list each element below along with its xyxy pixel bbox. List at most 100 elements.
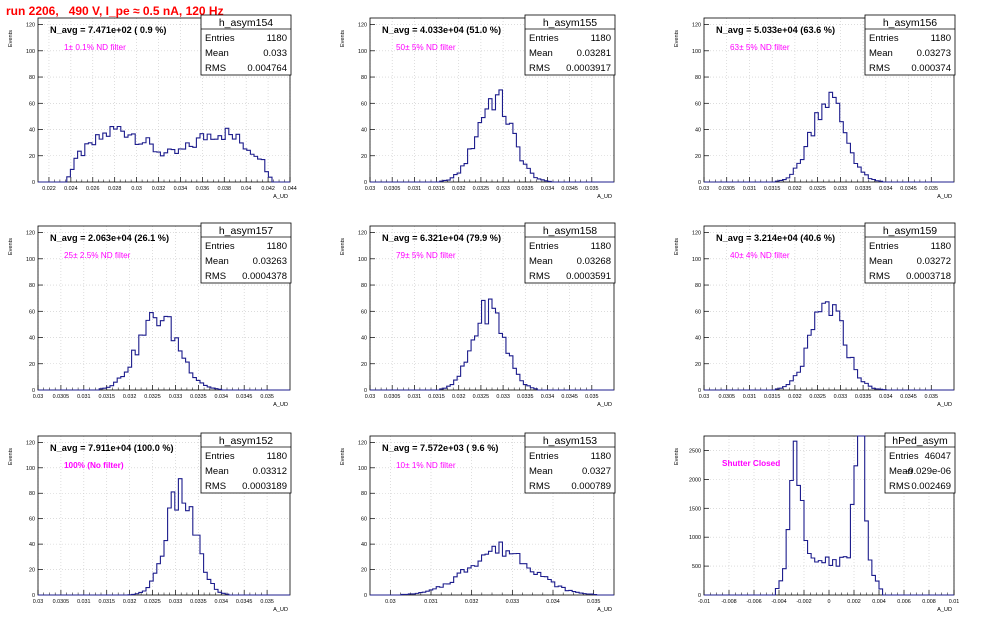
stats-label-rms: RMS [869, 271, 890, 282]
x-tick-label: 0.03 [131, 186, 142, 192]
x-axis-title: A_UD [937, 607, 952, 613]
stats-label-rms: RMS [869, 63, 890, 74]
stats-value-mean: 0.03272 [917, 256, 951, 267]
x-tick-label: 0.0315 [764, 394, 781, 400]
y-tick-label: 20 [361, 568, 367, 574]
y-tick-label: 100 [358, 466, 367, 472]
stats-label-rms: RMS [529, 271, 550, 282]
histogram-panel-h_asym159: 0.03 0.0305 0.031 0.0315 0.032 0.0325 0.033 0.0… [674, 222, 956, 408]
stats-label-entries: Entries [205, 241, 235, 252]
y-tick-label: 20 [361, 362, 367, 368]
stats-label-mean: Mean [889, 466, 913, 477]
x-tick-label: 0.0315 [764, 186, 781, 192]
y-tick-label: 20 [361, 154, 367, 160]
y-tick-label: 100 [692, 49, 701, 55]
y-tick-label: 20 [29, 568, 35, 574]
stats-value-rms: 0.0003591 [566, 271, 611, 282]
x-tick-label: 0.034 [541, 394, 555, 400]
histogram-series-h_asym159 [704, 301, 954, 391]
stats-box [524, 222, 616, 284]
x-tick-label: -0.01 [698, 599, 710, 605]
y-tick-label: 20 [29, 154, 35, 160]
y-tick-label: 60 [695, 309, 701, 315]
x-tick-label: 0.024 [64, 186, 78, 192]
stats-value-mean: 0.03273 [917, 48, 951, 59]
y-tick-label: 100 [26, 466, 35, 472]
stats-label-mean: Mean [205, 256, 229, 267]
x-tick-label: 0.032 [152, 186, 166, 192]
y-tick-label: 80 [29, 75, 35, 81]
x-tick-label: 0.0315 [98, 394, 115, 400]
x-tick-label: 0.032 [452, 394, 466, 400]
navg-label: N_avg = 7.572e+03 ( 9.6 %) [382, 443, 498, 453]
y-tick-label: 60 [29, 101, 35, 107]
stats-value-mean: 0.033 [263, 48, 287, 59]
navg-label: N_avg = 4.033e+04 (51.0 %) [382, 25, 501, 35]
x-tick-label: 0.0345 [236, 599, 253, 605]
x-tick-label: 0.044 [283, 186, 297, 192]
stats-value-mean: 0.03268 [577, 256, 611, 267]
x-tick-label: 0.031 [743, 394, 757, 400]
stats-label-entries: Entries [869, 33, 899, 44]
stats-label-rms: RMS [529, 63, 550, 74]
y-tick-label: 40 [695, 128, 701, 134]
x-tick-label: 0.032 [123, 599, 137, 605]
stats-box [864, 222, 956, 284]
y-tick-label: 2000 [689, 477, 701, 483]
y-tick-label: 100 [26, 49, 35, 55]
y-tick-label: 100 [358, 49, 367, 55]
stats-value-entries: 1180 [267, 33, 287, 44]
y-tick-label: 100 [358, 257, 367, 263]
y-tick-label: 20 [29, 362, 35, 368]
x-tick-label: 0.0345 [900, 186, 917, 192]
stats-value-rms: 0.0003189 [242, 481, 287, 492]
x-tick-label: 0.0315 [98, 599, 115, 605]
stats-title: h_asym154 [219, 17, 273, 29]
stats-value-entries: 1180 [931, 33, 951, 44]
y-tick-label: 80 [695, 75, 701, 81]
y-axis-title: Events [674, 448, 680, 465]
x-tick-label: 0.03 [33, 394, 44, 400]
x-tick-label: 0.035 [587, 599, 601, 605]
y-tick-label: 0 [364, 180, 367, 186]
x-axis-title: A_UD [597, 194, 612, 200]
stats-value-entries: 1180 [591, 33, 611, 44]
stats-title: h_asym155 [543, 17, 597, 29]
x-tick-label: 0.0305 [384, 186, 401, 192]
y-tick-label: 80 [29, 491, 35, 497]
x-tick-label: -0.006 [746, 599, 761, 605]
x-axis-title: A_UD [937, 402, 952, 408]
x-tick-label: 0.035 [585, 394, 599, 400]
stats-value-mean: 0.03281 [577, 48, 611, 59]
filter-annotation: 50± 5% ND filter [396, 43, 456, 52]
stats-value-rms: 0.000789 [571, 481, 611, 492]
stats-label-entries: Entries [889, 451, 919, 462]
stats-label-entries: Entries [205, 33, 235, 44]
histogram-panel-h_asym153: 0.03 0.031 0.032 0.033 0.034 0.035 0 20 40 60 80 10… [340, 432, 616, 613]
x-tick-label: 0.0335 [517, 394, 534, 400]
y-tick-label: 60 [29, 309, 35, 315]
filter-annotation: 100% (No filter) [64, 461, 124, 470]
y-tick-label: 80 [361, 283, 367, 289]
y-tick-label: 40 [29, 336, 35, 342]
x-tick-label: 0.0345 [561, 186, 578, 192]
stats-value-rms: 0.0004378 [242, 271, 287, 282]
navg-label: N_avg = 6.321e+04 (79.9 %) [382, 233, 501, 243]
y-tick-label: 40 [361, 542, 367, 548]
x-axis-title: A_UD [273, 402, 288, 408]
stats-label-rms: RMS [205, 271, 226, 282]
y-tick-label: 120 [692, 23, 701, 29]
y-axis-title: Events [340, 238, 346, 255]
x-tick-label: 0.006 [897, 599, 911, 605]
stats-value-rms: 0.004764 [247, 63, 287, 74]
y-tick-label: 120 [26, 23, 35, 29]
y-tick-label: 80 [361, 491, 367, 497]
stats-title: h_asym159 [883, 225, 937, 237]
histogram-series-h_asym153 [370, 541, 614, 596]
x-tick-label: -0.008 [721, 599, 736, 605]
histogram-series-h_asym152 [38, 478, 290, 596]
x-tick-label: 0.0335 [190, 394, 207, 400]
x-tick-label: 0.033 [834, 394, 848, 400]
x-tick-label: 0.03 [699, 394, 710, 400]
stats-label-mean: Mean [205, 48, 229, 59]
